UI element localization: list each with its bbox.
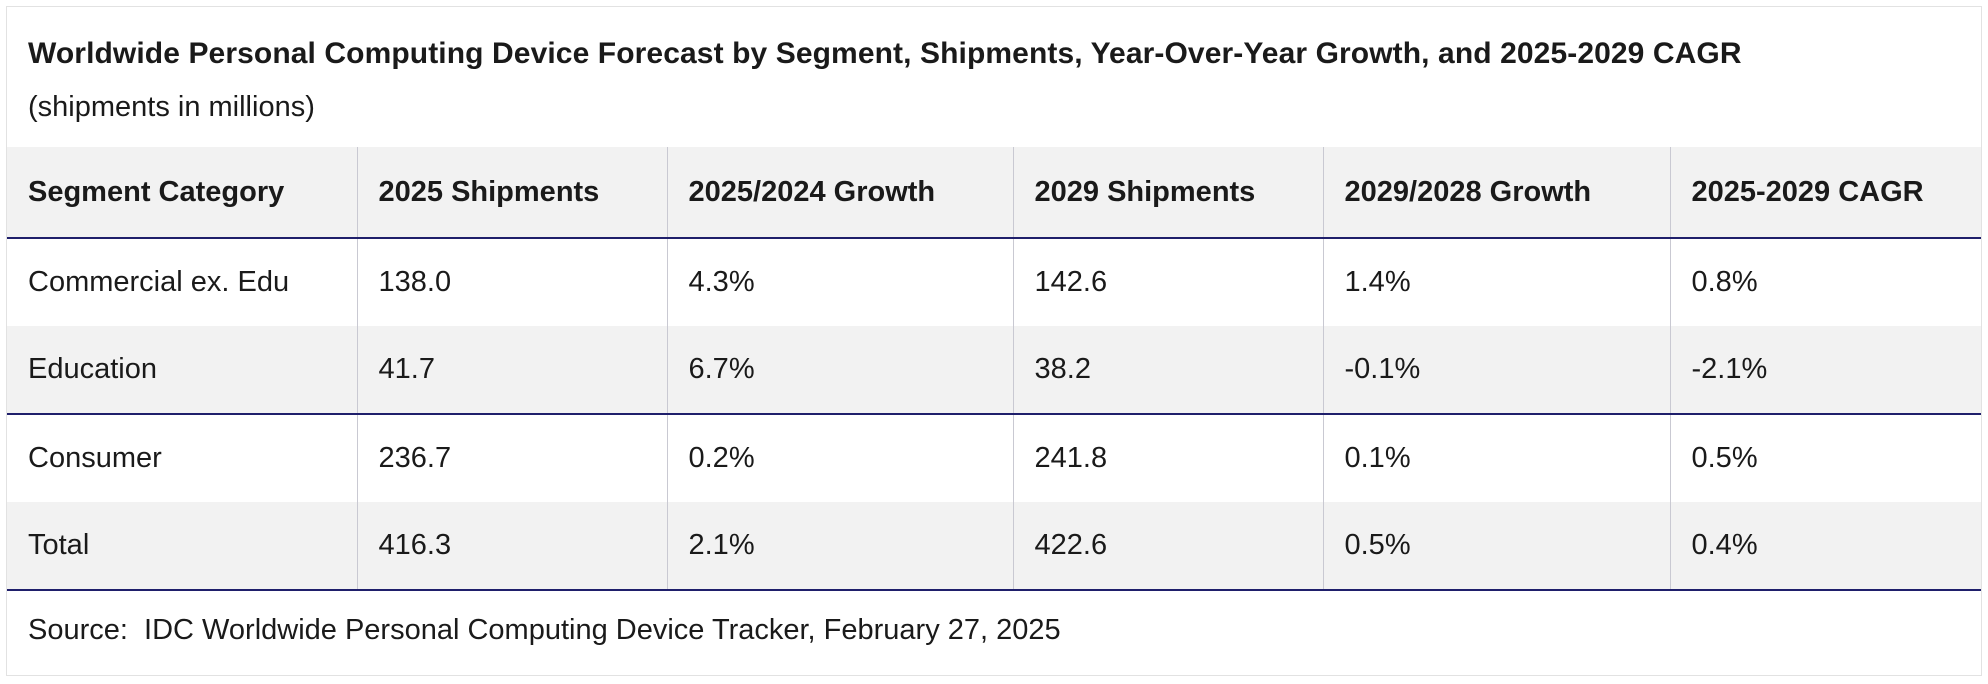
- growth-2029-cell: 0.1%: [1322, 414, 1670, 502]
- shipments-2025-cell: 41.7: [356, 326, 667, 415]
- cagr-cell: -2.1%: [1669, 326, 1981, 415]
- segment-cell: Education: [7, 326, 357, 415]
- cagr-cell: 0.5%: [1669, 414, 1981, 502]
- shipments-2029-cell: 422.6: [1012, 502, 1323, 591]
- table-row: Consumer 236.7 0.2% 241.8 0.1% 0.5%: [7, 414, 1981, 502]
- header-2025-2024-growth: 2025/2024 Growth: [666, 147, 1013, 239]
- growth-2029-cell: 1.4%: [1322, 238, 1670, 326]
- growth-2025-cell: 4.3%: [666, 238, 1013, 326]
- segment-cell: Total: [7, 502, 357, 591]
- shipments-2029-cell: 38.2: [1012, 326, 1323, 415]
- shipments-2025-cell: 416.3: [356, 502, 667, 591]
- cagr-cell: 0.4%: [1669, 502, 1981, 591]
- forecast-table: Segment Category 2025 Shipments 2025/202…: [7, 147, 1981, 591]
- shipments-2029-cell: 142.6: [1012, 238, 1323, 326]
- header-2029-shipments: 2029 Shipments: [1012, 147, 1323, 239]
- growth-2025-cell: 0.2%: [666, 414, 1013, 502]
- header-2025-2029-cagr: 2025-2029 CAGR: [1669, 147, 1981, 239]
- table-row: Education 41.7 6.7% 38.2 -0.1% -2.1%: [7, 326, 1981, 415]
- source-note: Source: IDC Worldwide Personal Computing…: [28, 614, 1061, 646]
- shipments-2029-cell: 241.8: [1012, 414, 1323, 502]
- shipments-2025-cell: 236.7: [356, 414, 667, 502]
- segment-cell: Consumer: [7, 414, 357, 502]
- shipments-2025-cell: 138.0: [356, 238, 667, 326]
- table-row: Commercial ex. Edu 138.0 4.3% 142.6 1.4%…: [7, 238, 1981, 326]
- forecast-table-card: Worldwide Personal Computing Device Fore…: [6, 6, 1982, 676]
- table-title: Worldwide Personal Computing Device Fore…: [28, 37, 1742, 70]
- table-subtitle: (shipments in millions): [28, 91, 315, 123]
- growth-2029-cell: -0.1%: [1322, 326, 1670, 415]
- growth-2025-cell: 2.1%: [666, 502, 1013, 591]
- header-segment-category: Segment Category: [7, 147, 357, 239]
- header-2029-2028-growth: 2029/2028 Growth: [1322, 147, 1670, 239]
- header-2025-shipments: 2025 Shipments: [356, 147, 667, 239]
- segment-cell: Commercial ex. Edu: [7, 238, 357, 326]
- header-row: Segment Category 2025 Shipments 2025/202…: [7, 147, 1981, 239]
- growth-2025-cell: 6.7%: [666, 326, 1013, 415]
- growth-2029-cell: 0.5%: [1322, 502, 1670, 591]
- table-row: Total 416.3 2.1% 422.6 0.5% 0.4%: [7, 502, 1981, 591]
- cagr-cell: 0.8%: [1669, 238, 1981, 326]
